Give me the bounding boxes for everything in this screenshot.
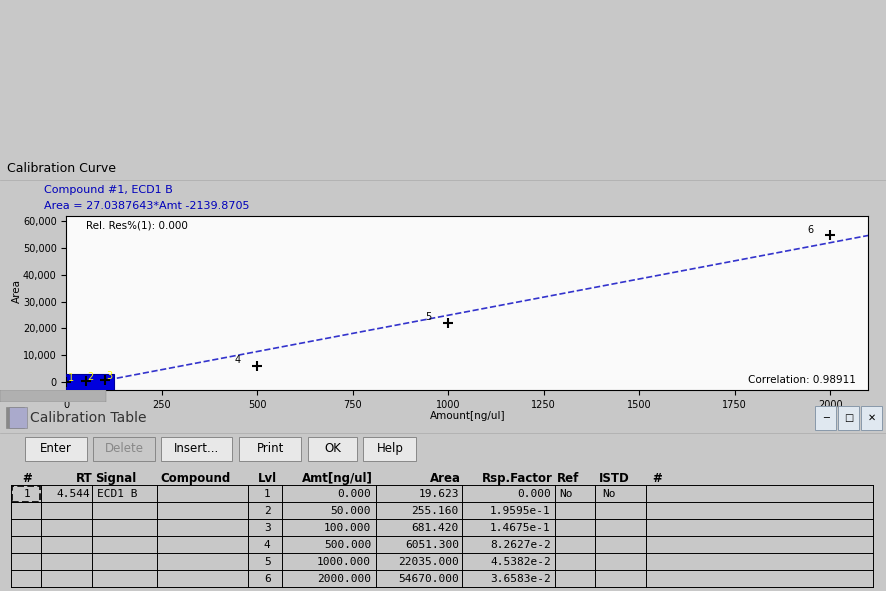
Text: Rel. Res%(1): 0.000: Rel. Res%(1): 0.000	[87, 221, 189, 231]
Text: Compound #1, ECD1 B: Compound #1, ECD1 B	[44, 185, 173, 195]
Text: □: □	[844, 413, 853, 423]
Text: 3: 3	[264, 523, 270, 533]
Text: 50.000: 50.000	[330, 506, 371, 516]
Text: Compound: Compound	[160, 472, 231, 485]
Bar	[861, 406, 882, 430]
Text: Insert...: Insert...	[174, 441, 220, 454]
Text: No: No	[560, 489, 573, 499]
Bar	[161, 437, 232, 461]
Bar	[308, 437, 357, 461]
Text: 2000.000: 2000.000	[317, 574, 371, 584]
Text: Ref: Ref	[557, 472, 579, 485]
Text: Lvl: Lvl	[258, 472, 276, 485]
Text: Calibration Table: Calibration Table	[30, 411, 146, 425]
Bar	[6, 408, 24, 428]
Text: 4.544: 4.544	[57, 489, 90, 499]
Text: 2: 2	[264, 506, 270, 516]
Text: 2: 2	[88, 372, 94, 382]
Text: 4.5382e-2: 4.5382e-2	[490, 557, 551, 567]
Bar	[239, 437, 301, 461]
Bar	[66, 374, 114, 390]
Bar	[93, 437, 155, 461]
Text: Help: Help	[377, 441, 403, 454]
Text: #: #	[22, 472, 32, 485]
Bar	[815, 406, 836, 430]
Y-axis label: Area: Area	[12, 279, 21, 303]
Text: 100.000: 100.000	[323, 523, 371, 533]
Text: 681.420: 681.420	[411, 523, 459, 533]
Text: 6: 6	[264, 574, 270, 584]
Text: RT: RT	[75, 472, 92, 485]
Text: 8.2627e-2: 8.2627e-2	[490, 540, 551, 550]
Text: 1.4675e-1: 1.4675e-1	[490, 523, 551, 533]
Text: ECD1 B: ECD1 B	[97, 489, 138, 499]
Text: Amt[ng/ul]: Amt[ng/ul]	[302, 472, 373, 485]
Text: 1: 1	[264, 489, 270, 499]
Text: Area = 27.0387643*Amt -2139.8705: Area = 27.0387643*Amt -2139.8705	[44, 201, 250, 211]
Bar	[363, 437, 416, 461]
Bar	[838, 406, 859, 430]
Text: Print: Print	[257, 441, 284, 454]
Text: Rsp.Factor: Rsp.Factor	[482, 472, 553, 485]
Text: No: No	[602, 489, 615, 499]
Bar	[0, 390, 106, 402]
Text: 1.9595e-1: 1.9595e-1	[490, 506, 551, 516]
Text: OK: OK	[324, 441, 341, 454]
Text: 1: 1	[24, 489, 31, 499]
Text: 1000.000: 1000.000	[317, 557, 371, 567]
Bar	[9, 408, 27, 428]
Text: 1: 1	[68, 373, 74, 383]
Text: Signal: Signal	[95, 472, 136, 485]
X-axis label: Amount[ng/ul]: Amount[ng/ul]	[430, 411, 505, 421]
Text: 0.000: 0.000	[517, 489, 551, 499]
Text: ISTD: ISTD	[599, 472, 630, 485]
Text: ✕: ✕	[867, 413, 876, 423]
Text: 6: 6	[807, 225, 813, 235]
Text: 0.000: 0.000	[338, 489, 371, 499]
Text: 4: 4	[264, 540, 270, 550]
Text: 255.160: 255.160	[411, 506, 459, 516]
Text: 4: 4	[235, 355, 241, 365]
Text: 3.6583e-2: 3.6583e-2	[490, 574, 551, 584]
Text: 19.623: 19.623	[418, 489, 459, 499]
Text: #: #	[652, 472, 662, 485]
Text: 5: 5	[264, 557, 270, 567]
Text: 54670.000: 54670.000	[398, 574, 459, 584]
Text: Calibration Curve: Calibration Curve	[7, 162, 116, 175]
Text: Area: Area	[430, 472, 461, 485]
Text: 6051.300: 6051.300	[405, 540, 459, 550]
Text: Correlation: 0.98911: Correlation: 0.98911	[749, 375, 856, 385]
Text: 5: 5	[425, 313, 431, 323]
Bar	[12, 486, 41, 502]
Bar	[25, 437, 87, 461]
Text: Enter: Enter	[40, 441, 72, 454]
Text: Delete: Delete	[105, 441, 144, 454]
Text: 3: 3	[106, 371, 113, 381]
Text: ─: ─	[823, 413, 828, 423]
Text: 500.000: 500.000	[323, 540, 371, 550]
Text: 22035.000: 22035.000	[398, 557, 459, 567]
